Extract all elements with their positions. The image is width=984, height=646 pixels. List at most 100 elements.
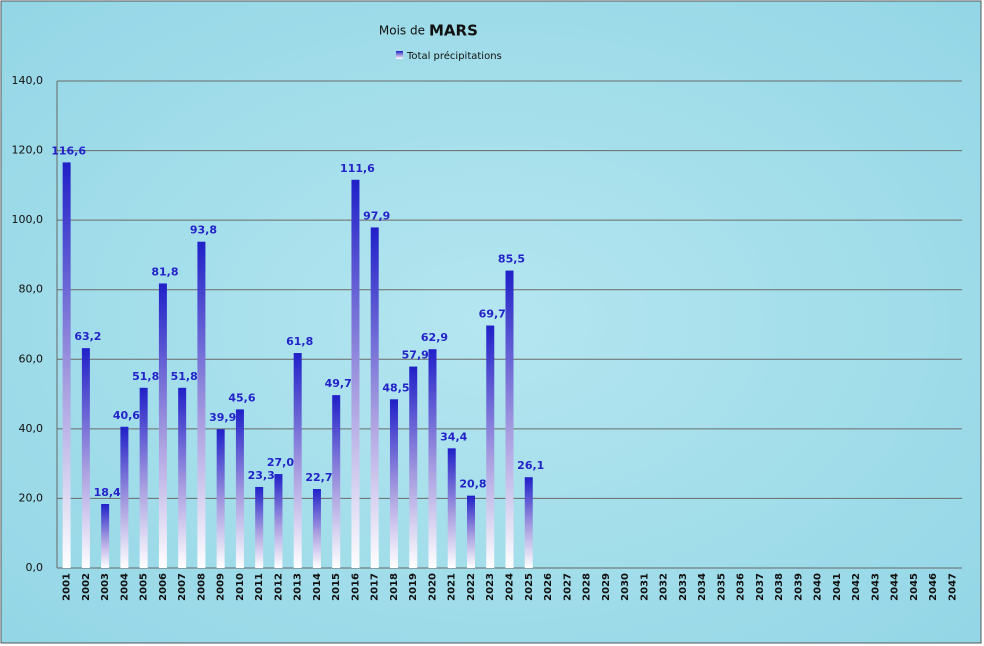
bar: [235, 409, 244, 568]
bar: [101, 503, 110, 568]
data-label: 51,8: [171, 370, 198, 383]
x-tick-label: 2028: [582, 573, 593, 601]
x-tick-label: 2035: [716, 573, 727, 601]
bar: [409, 366, 418, 568]
bar: [62, 162, 71, 569]
bar: [274, 474, 283, 568]
chart-title: Mois de: [379, 24, 425, 38]
data-label: 18,4: [94, 486, 121, 499]
x-tick-label: 2027: [562, 573, 573, 601]
bar: [486, 325, 495, 568]
x-tick-label: 2006: [158, 573, 169, 601]
data-label: 22,7: [305, 471, 332, 484]
bar: [524, 477, 533, 568]
data-label: 93,8: [190, 224, 217, 237]
x-tick-label: 2026: [543, 573, 554, 601]
x-tick-label: 2008: [196, 573, 207, 601]
y-tick-label: 20,0: [19, 491, 44, 504]
bar: [447, 448, 456, 568]
bar: [505, 270, 514, 568]
y-tick-label: 140,0: [12, 74, 44, 87]
data-label: 45,6: [228, 391, 255, 404]
bar: [139, 387, 148, 568]
data-label: 51,8: [132, 370, 159, 383]
x-tick-label: 2042: [851, 573, 862, 601]
data-label: 85,5: [498, 253, 525, 266]
y-tick-label: 100,0: [12, 213, 44, 226]
data-label: 57,9: [402, 349, 429, 362]
bar: [466, 495, 475, 568]
data-label: 34,4: [440, 430, 467, 443]
x-tick-label: 2012: [273, 573, 284, 601]
x-tick-label: 2045: [909, 573, 920, 601]
x-tick-label: 2015: [331, 573, 342, 601]
data-label: 40,6: [113, 409, 140, 422]
x-tick-label: 2022: [466, 573, 477, 601]
x-tick-label: 2040: [813, 573, 824, 601]
y-tick-label: 80,0: [19, 283, 44, 296]
x-tick-label: 2032: [659, 573, 670, 601]
data-label: 23,3: [248, 469, 275, 482]
x-tick-label: 2025: [524, 573, 535, 601]
bar: [428, 349, 437, 568]
data-label: 20,8: [459, 478, 486, 491]
data-label: 61,8: [286, 335, 313, 348]
y-tick-label: 60,0: [19, 352, 44, 365]
x-tick-label: 2017: [370, 573, 381, 601]
data-label: 81,8: [151, 265, 178, 278]
x-tick-label: 2002: [81, 573, 92, 601]
data-label: 111,6: [340, 162, 375, 175]
bar: [312, 489, 321, 568]
x-tick-label: 2047: [947, 573, 958, 601]
data-label: 49,7: [325, 377, 352, 390]
bar: [293, 353, 302, 568]
x-tick-label: 2034: [697, 573, 708, 601]
bar: [158, 283, 167, 568]
bar: [351, 179, 360, 568]
x-tick-label: 2030: [620, 573, 631, 601]
x-tick-label: 2037: [755, 573, 766, 601]
bar: [81, 348, 90, 568]
x-tick-label: 2010: [235, 573, 246, 601]
legend-label: Total précipitations: [406, 50, 502, 62]
data-label: 48,5: [382, 381, 409, 394]
x-tick-label: 2036: [736, 573, 747, 601]
x-tick-label: 2009: [216, 573, 227, 601]
bar: [120, 426, 129, 568]
bar: [216, 429, 225, 568]
bar: [255, 486, 264, 568]
data-label: 69,7: [479, 308, 506, 321]
legend-swatch: [396, 51, 403, 59]
data-label: 63,2: [74, 330, 101, 343]
x-tick-label: 2019: [408, 573, 419, 601]
y-tick-label: 0,0: [26, 561, 44, 574]
bar: [178, 387, 187, 568]
data-label: 26,1: [517, 459, 544, 472]
x-tick-label: 2031: [639, 573, 650, 601]
x-tick-label: 2043: [870, 573, 881, 601]
x-tick-label: 2020: [427, 573, 438, 601]
x-tick-label: 2039: [793, 573, 804, 601]
bar: [389, 399, 398, 568]
data-label: 97,9: [363, 209, 390, 222]
x-tick-label: 2014: [312, 573, 323, 601]
data-label: 39,9: [209, 411, 236, 424]
x-tick-label: 2005: [139, 573, 150, 601]
x-tick-label: 2033: [678, 573, 689, 601]
x-tick-label: 2029: [601, 573, 612, 601]
x-tick-label: 2013: [293, 573, 304, 601]
data-label: 62,9: [421, 331, 448, 344]
x-tick-label: 2041: [832, 573, 843, 601]
x-tick-label: 2003: [100, 573, 111, 601]
bar: [370, 227, 379, 568]
bar: [197, 241, 206, 568]
x-tick-label: 2024: [505, 573, 516, 601]
x-tick-label: 2044: [890, 573, 901, 601]
x-tick-label: 2021: [447, 573, 458, 601]
x-tick-label: 2023: [485, 573, 496, 601]
y-tick-label: 40,0: [19, 422, 44, 435]
data-label: 116,6: [51, 144, 86, 157]
x-tick-label: 2016: [350, 573, 361, 601]
y-tick-label: 120,0: [12, 144, 44, 157]
